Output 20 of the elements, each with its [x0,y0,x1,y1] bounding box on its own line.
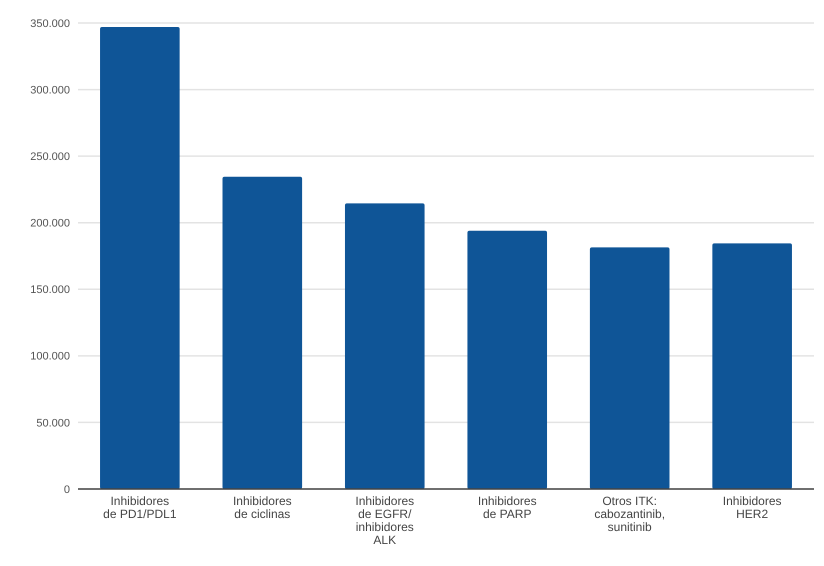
bar [590,247,670,489]
bar [467,230,548,489]
y-tick-label: 250.000 [30,150,70,163]
x-tick-label: Inhibidores HER2 [722,494,782,521]
x-tick-label: Inhibidores de EGFR/ inhibidores ALK [355,494,414,547]
y-tick-label: 50.000 [36,417,70,430]
x-tick-label: Inhibidores de ciclinas [232,494,292,521]
bar [712,243,792,489]
bar [344,203,425,489]
x-tick-label: Otros ITK: cabozantinib, sunitinib [594,494,666,534]
y-tick-label: 100.000 [30,350,70,363]
bar [100,26,180,489]
y-tick-label: 350.000 [30,18,70,30]
y-tick-label: 300.000 [30,84,70,96]
y-tick-label: 200.000 [30,218,70,230]
y-tick-label: 150.000 [30,284,70,296]
y-tick-label: 0 [64,484,70,496]
bar [222,176,302,489]
x-tick-label: Inhibidores de PD1/PDL1 [103,494,177,521]
x-tick-label: Inhibidores de PARP [478,494,537,521]
